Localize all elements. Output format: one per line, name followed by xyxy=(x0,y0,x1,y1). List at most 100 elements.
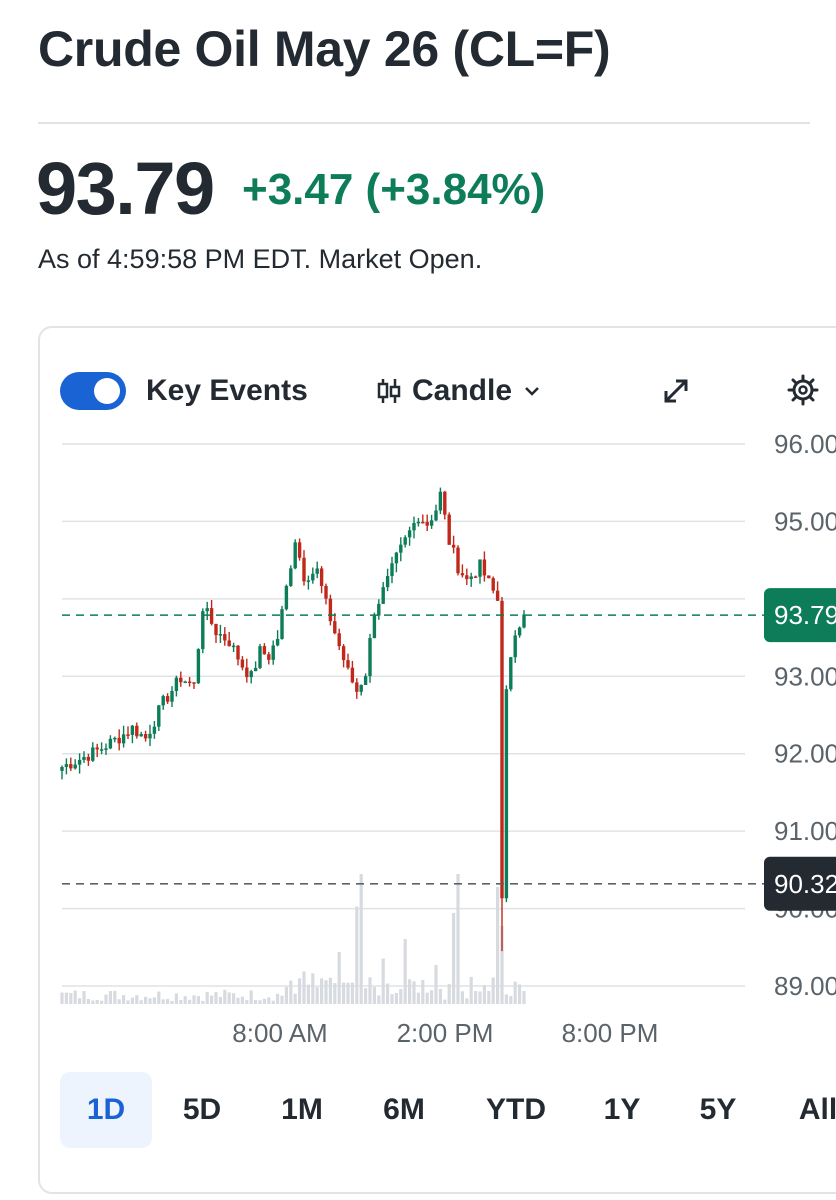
range-button-1m[interactable]: 1M xyxy=(281,1093,323,1126)
previous-close-label: 90.32 xyxy=(774,869,836,899)
volume-bar xyxy=(518,984,522,1004)
volume-bar xyxy=(210,995,214,1004)
candle-body xyxy=(407,530,412,538)
volume-bar xyxy=(122,995,126,1004)
volume-bar xyxy=(280,995,284,1004)
volume-bar xyxy=(69,993,73,1004)
volume-bar xyxy=(333,983,337,1004)
volume-bar xyxy=(324,980,328,1004)
candle-body xyxy=(148,733,152,739)
range-button-5d[interactable]: 5D xyxy=(182,1093,222,1126)
volume-bar xyxy=(302,971,306,1004)
candle-body xyxy=(73,764,77,769)
candle-body xyxy=(91,747,95,761)
volume-bar xyxy=(456,874,460,1004)
volume-bar xyxy=(408,979,412,1004)
candle-body xyxy=(214,623,218,636)
volume-bar xyxy=(460,991,464,1004)
candle-body xyxy=(82,756,86,760)
candle-body xyxy=(117,737,121,744)
candle-body xyxy=(126,734,130,736)
volume-bar xyxy=(166,999,170,1004)
range-button-all[interactable]: All xyxy=(798,1093,836,1126)
candle-body xyxy=(416,521,421,524)
volume-bar xyxy=(179,999,183,1004)
candle-body xyxy=(421,521,425,524)
chart-type-dropdown[interactable]: Candle xyxy=(376,372,542,410)
volume-bar xyxy=(421,979,425,1004)
volume-bar xyxy=(364,988,368,1004)
market-status-text: As of 4:59:58 PM EDT. Market Open. xyxy=(38,244,483,274)
candle-body xyxy=(412,522,416,531)
candle-body xyxy=(425,521,429,526)
candle-body xyxy=(108,738,113,749)
volume-bar xyxy=(342,982,346,1004)
price-chart[interactable]: 96.0095.0094.0093.0092.0091.0090.0089.00… xyxy=(40,328,836,1068)
range-button-1y[interactable]: 1Y xyxy=(603,1093,641,1126)
volume-bar xyxy=(438,988,442,1004)
range-button-1d[interactable]: 1D xyxy=(60,1072,152,1148)
volume-bar xyxy=(262,998,266,1004)
volume-bar xyxy=(513,981,517,1004)
candle-body xyxy=(271,645,275,660)
y-tick-label: 92.00 xyxy=(774,739,836,769)
page-title: Crude Oil May 26 (CL=F) xyxy=(38,21,611,77)
candle-body xyxy=(451,544,456,548)
volume-bar xyxy=(249,990,253,1004)
range-button-6m[interactable]: 6M xyxy=(383,1093,425,1126)
candle-body xyxy=(95,747,99,750)
candle-body xyxy=(130,725,135,735)
candle-body xyxy=(69,764,73,769)
volume-bar xyxy=(245,1000,249,1004)
candle-body xyxy=(223,634,227,641)
range-button-5y[interactable]: 5Y xyxy=(699,1093,737,1126)
candle-body xyxy=(504,689,509,899)
candle-body xyxy=(205,608,209,612)
volume-bar xyxy=(412,981,416,1004)
candle-body xyxy=(249,671,253,678)
volume-bar xyxy=(491,977,495,1004)
candle-body xyxy=(434,510,438,521)
volume-bar xyxy=(196,996,200,1004)
candle-body xyxy=(443,491,447,515)
volume-bar xyxy=(504,994,508,1004)
candle-body xyxy=(60,767,64,771)
candle-body xyxy=(289,568,293,586)
volume-bar xyxy=(487,990,491,1004)
volume-bar xyxy=(113,990,117,1004)
candle-body xyxy=(381,587,385,604)
volume-bar xyxy=(152,997,156,1004)
volume-bar xyxy=(258,1000,262,1004)
volume-bar xyxy=(478,991,482,1004)
candle-body xyxy=(135,725,139,737)
volume-bar xyxy=(355,906,359,1004)
candle-body xyxy=(469,576,473,580)
candle-body xyxy=(377,603,381,616)
volume-bar xyxy=(447,983,451,1004)
volume-bar xyxy=(425,992,429,1004)
candle-body xyxy=(77,759,82,765)
gear-icon[interactable] xyxy=(786,373,820,407)
volume-bar xyxy=(104,994,108,1004)
candle-body xyxy=(183,681,187,684)
previous-close-tag xyxy=(764,856,836,911)
volume-bar xyxy=(416,992,420,1004)
volume-bar xyxy=(218,996,222,1004)
candle-body xyxy=(482,559,487,576)
volume-bar xyxy=(306,984,310,1004)
volume-bar xyxy=(350,982,354,1004)
volume-bar xyxy=(148,998,152,1004)
candle-body xyxy=(491,578,495,591)
range-button-ytd[interactable]: YTD xyxy=(486,1093,546,1126)
volume-bar xyxy=(509,996,513,1004)
volume-bar xyxy=(201,1000,205,1004)
volume-bar xyxy=(223,989,227,1004)
volume-bar xyxy=(161,999,165,1004)
volume-bar xyxy=(73,990,77,1004)
expand-icon[interactable] xyxy=(660,375,692,407)
x-tick-label: 8:00 PM xyxy=(562,1018,659,1048)
volume-bar xyxy=(337,952,341,1004)
key-events-toggle[interactable] xyxy=(60,372,126,410)
volume-bar xyxy=(284,986,288,1004)
volume-bar xyxy=(86,998,90,1004)
